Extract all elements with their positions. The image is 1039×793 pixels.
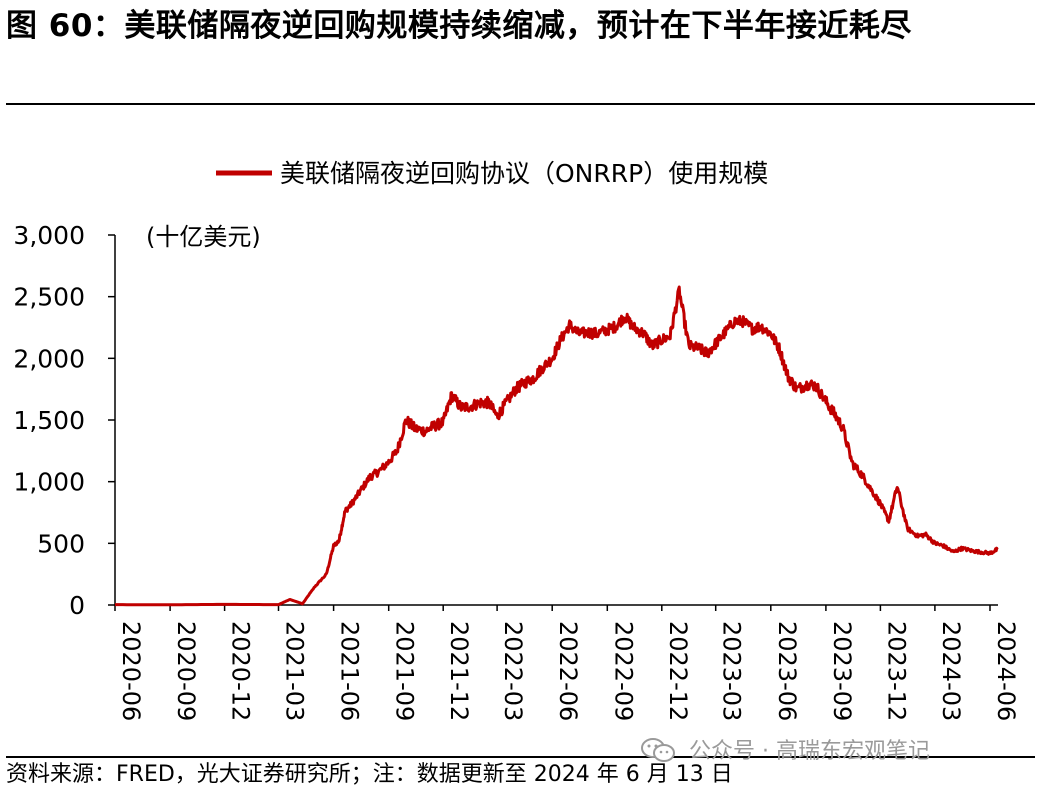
x-tick-label: 2023-09	[828, 621, 856, 721]
page-title: 图 60：美联储隔夜逆回购规模持续缩减，预计在下半年接近耗尽	[6, 8, 912, 44]
x-tick-label: 2023-03	[718, 621, 746, 721]
x-tick-label: 2023-06	[773, 621, 801, 721]
x-tick-label: 2020-09	[172, 621, 200, 721]
x-tick-label: 2020-12	[227, 621, 255, 721]
y-tick-label: 3,000	[13, 221, 85, 250]
x-tick-label: 2020-06	[117, 621, 145, 721]
x-tick-label: 2022-03	[499, 621, 527, 721]
x-tick-label: 2021-03	[281, 621, 309, 721]
x-tick-label: 2021-09	[391, 621, 419, 721]
x-tick-label: 2022-09	[609, 621, 637, 721]
y-axis: 0 500 1,000 1,500 2,000 2,500 3,000	[13, 221, 116, 620]
y-tick-label: 1,500	[13, 406, 85, 435]
y-tick-label: 2,000	[13, 344, 85, 373]
watermark: 公众号 · 高瑞东宏观笔记	[640, 733, 930, 765]
footer-divider	[6, 756, 1035, 758]
y-tick-label: 2,500	[13, 283, 85, 312]
x-tick-label: 2023-12	[882, 621, 910, 721]
source-note: 资料来源：FRED，光大证券研究所；注：数据更新至 2024 年 6 月 13 …	[6, 762, 733, 787]
x-tick-label: 2022-06	[554, 621, 582, 721]
watermark-text: 公众号 · 高瑞东宏观笔记	[689, 739, 930, 764]
y-tick-label: 0	[69, 591, 85, 620]
x-tick-label: 2021-12	[445, 621, 473, 721]
x-tick-label: 2021-06	[336, 621, 364, 721]
x-tick-label: 2024-06	[992, 621, 1020, 721]
y-unit-label: (十亿美元)	[146, 223, 261, 251]
chart-legend: 美联储隔夜逆回购协议（ONRRP）使用规模	[216, 159, 768, 188]
x-tick-label: 2022-12	[664, 621, 692, 721]
x-axis: 2020-06 2020-09 2020-12 2021-03 2021-06 2021-…	[114, 604, 1020, 721]
wechat-icon	[641, 738, 675, 762]
legend-label: 美联储隔夜逆回购协议（ONRRP）使用规模	[280, 159, 768, 188]
x-tick-label: 2024-03	[937, 621, 965, 721]
y-tick-label: 500	[37, 529, 85, 558]
y-tick-label: 1,000	[13, 468, 85, 497]
series-line-onrrp	[115, 285, 999, 607]
title-divider	[6, 103, 1035, 105]
plot-area	[115, 285, 999, 607]
